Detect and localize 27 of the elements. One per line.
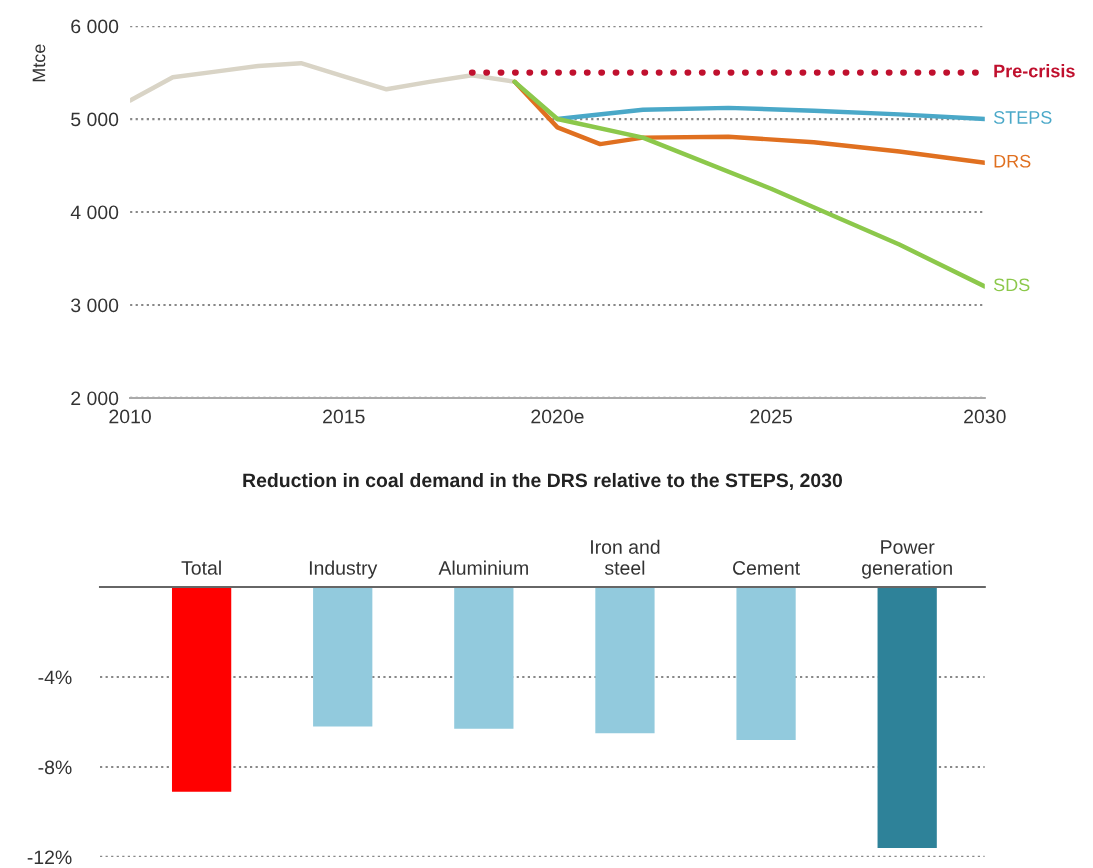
y-tick-label: 6 000 [71, 19, 119, 34]
x-tick-label: 2030 [964, 409, 1006, 424]
series-label: Pre-crisis [994, 64, 1075, 78]
y-tick-label: 5 000 [71, 112, 119, 127]
series-label: STEPS [993, 111, 1052, 124]
x-tick-label: 2015 [323, 409, 365, 424]
y-tick-label: -4% [38, 670, 72, 685]
chart-title: Reduction in coal demand in the DRS relative to the STEPS, 2030 [243, 472, 842, 491]
series-label: SDS [993, 278, 1030, 292]
line-series [130, 61, 517, 103]
y-tick-label: 4 000 [70, 205, 119, 220]
y-tick-label: 3 000 [71, 298, 119, 313]
x-tick-label: Cement [733, 561, 800, 575]
x-tick-label: Power generation [862, 540, 952, 579]
series-label: DRS [994, 154, 1031, 168]
x-tick-label: 2025 [750, 409, 792, 424]
y-tick-label: -8% [38, 760, 72, 775]
x-tick-label: Iron and steel [591, 539, 660, 575]
x-tick-label: 2010 [109, 409, 151, 424]
y-tick-label: 2 000 [71, 391, 119, 406]
x-tick-label: 2020e [531, 409, 584, 424]
line-series [512, 79, 985, 289]
x-tick-label: Total [181, 560, 221, 575]
y-tick-label: -12% [27, 850, 72, 865]
y-axis-title: Mtce [32, 44, 46, 82]
x-tick-label: Industry [309, 560, 378, 579]
x-tick-label: Aluminium [438, 560, 528, 575]
